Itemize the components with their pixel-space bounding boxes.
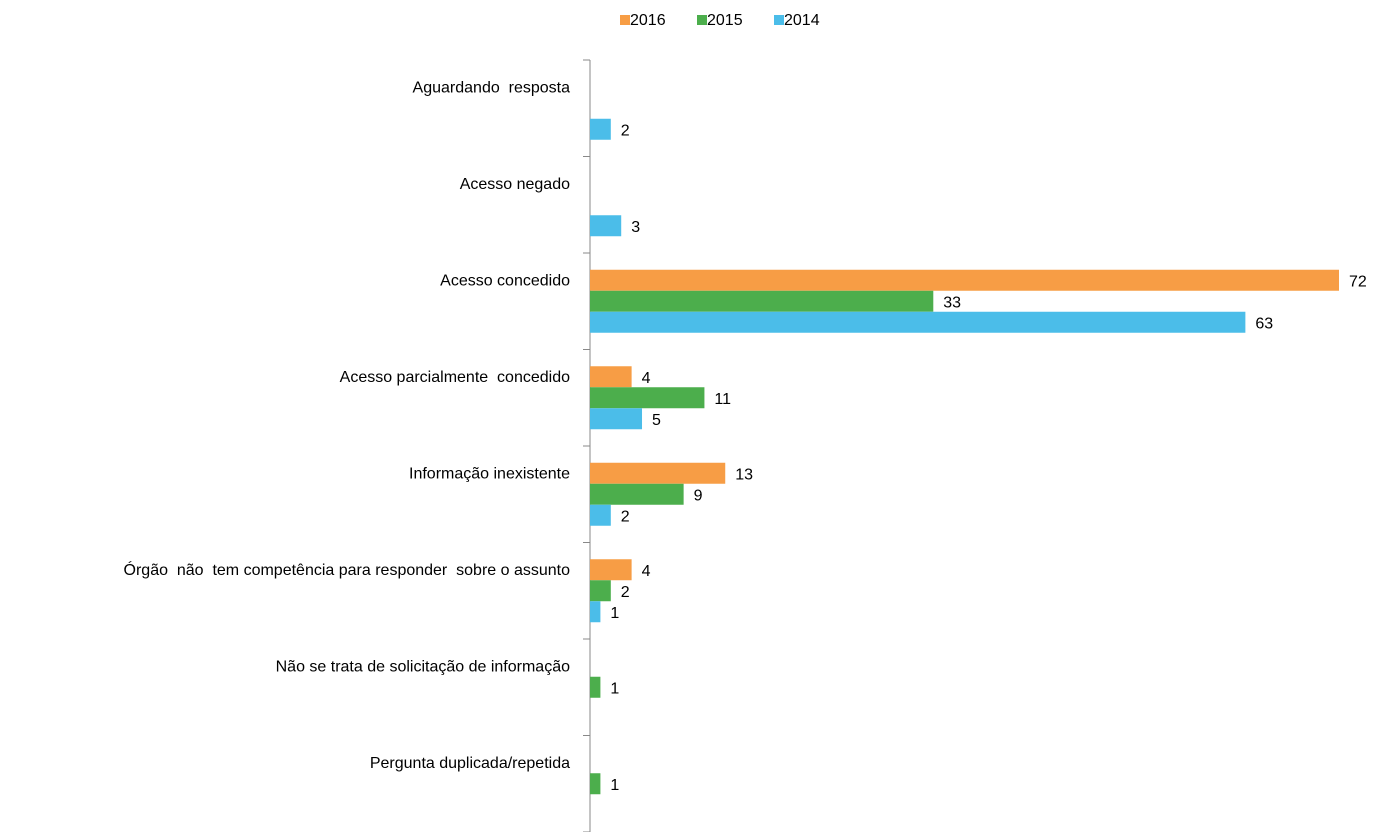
- data-label: 63: [1255, 315, 1273, 332]
- data-label: 72: [1349, 273, 1367, 290]
- bar: [590, 601, 601, 623]
- data-label: 5: [652, 412, 661, 429]
- category-label: Acesso concedido: [440, 272, 570, 289]
- category-label: Órgão não tem competência para responder…: [124, 560, 571, 579]
- data-label: 1: [610, 605, 619, 622]
- data-label: 13: [735, 466, 753, 483]
- legend-swatch: [620, 15, 630, 25]
- category-label: Aguardando resposta: [413, 79, 571, 96]
- data-label: 1: [610, 777, 619, 794]
- bar: [590, 773, 601, 795]
- data-label: 11: [714, 391, 731, 408]
- bar: [590, 580, 611, 602]
- category-label: Pergunta duplicada/repetida: [370, 755, 570, 772]
- data-label: 33: [943, 294, 961, 311]
- data-label: 2: [621, 122, 630, 139]
- bar: [590, 118, 611, 140]
- bar: [590, 462, 726, 484]
- category-label: Informação inexistente: [409, 465, 570, 482]
- category-label: Acesso negado: [460, 176, 570, 193]
- data-label: 1: [610, 680, 619, 697]
- category-label: Não se trata de solicitação de informaçã…: [276, 658, 570, 675]
- bar: [590, 483, 684, 505]
- bar: [590, 311, 1246, 333]
- bar: [590, 408, 643, 430]
- bar: [590, 366, 632, 388]
- category-label: Acesso parcialmente concedido: [340, 369, 570, 386]
- data-label: 3: [631, 219, 640, 236]
- bar: [590, 215, 622, 237]
- bar: [590, 290, 934, 312]
- legend-swatch: [697, 15, 707, 25]
- data-label: 4: [642, 370, 651, 387]
- legend-swatch: [774, 15, 784, 25]
- bar: [590, 387, 705, 409]
- bar: [590, 504, 611, 526]
- legend-label: 2015: [707, 12, 743, 29]
- bar: [590, 269, 1339, 291]
- data-label: 9: [694, 487, 703, 504]
- data-label: 4: [642, 563, 651, 580]
- data-label: 2: [621, 584, 630, 601]
- bar: [590, 676, 601, 698]
- legend-label: 2016: [630, 12, 666, 29]
- data-label: 2: [621, 508, 630, 525]
- legend-label: 2014: [784, 12, 820, 29]
- bar: [590, 559, 632, 581]
